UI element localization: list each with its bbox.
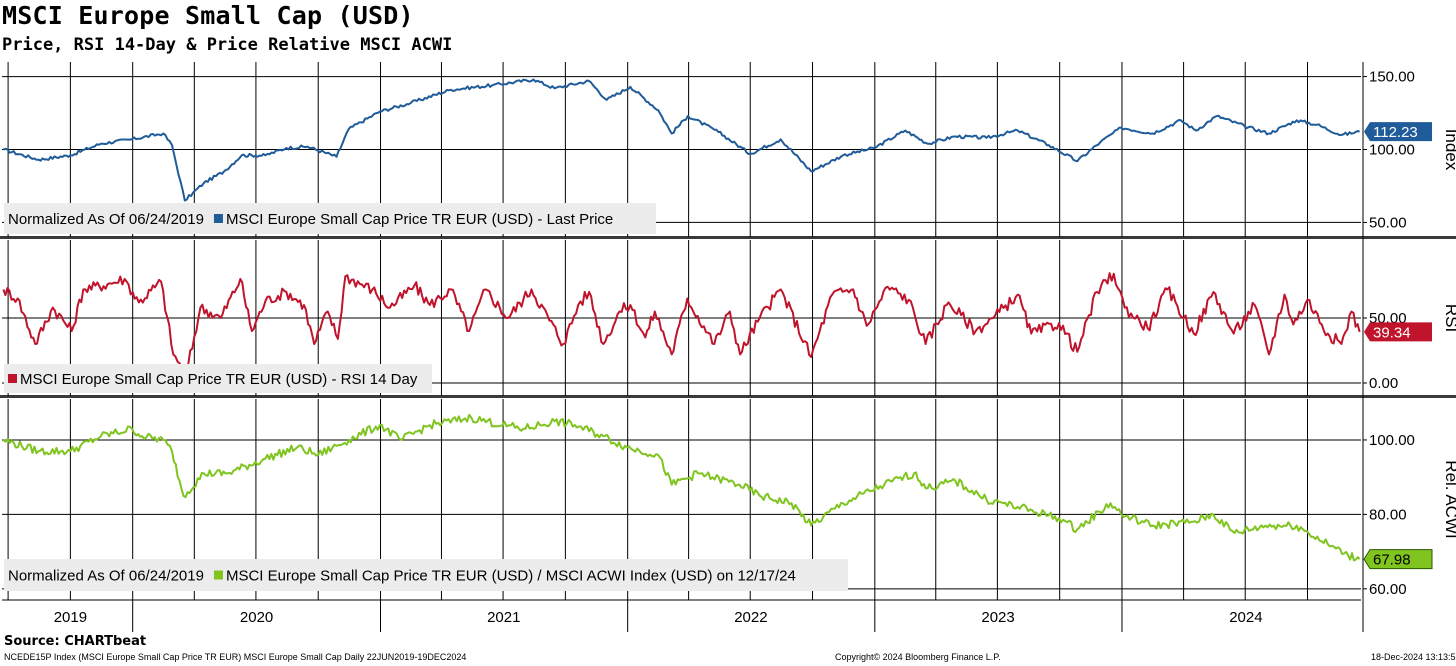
x-tick-label: 2023 <box>981 609 1014 626</box>
x-tick-label: 2022 <box>734 609 767 626</box>
footer-copyright: Copyright© 2024 Bloomberg Finance L.P. <box>835 652 1001 662</box>
y-axis-label: RSI <box>1442 304 1456 332</box>
last-value-label: 67.98 <box>1373 552 1411 569</box>
last-value-tag <box>1363 549 1433 570</box>
legend-prefix: Normalized As Of 06/24/2019 <box>8 568 204 585</box>
legend-prefix: Normalized As Of 06/24/2019 <box>8 211 204 228</box>
last-value-tag <box>1364 122 1432 142</box>
y-axis-label: Index <box>1442 129 1456 171</box>
series-line-price <box>3 78 1360 202</box>
legend-series-name: MSCI Europe Small Cap Price TR EUR (USD)… <box>20 371 418 388</box>
panel-separator <box>0 395 1456 398</box>
x-tick-label: 2020 <box>240 609 273 626</box>
last-value-label: 39.34 <box>1373 324 1411 341</box>
last-value-tag <box>1364 322 1432 342</box>
legend-series-name: MSCI Europe Small Cap Price TR EUR (USD)… <box>226 211 613 228</box>
legend-box <box>4 364 432 393</box>
y-tick-label: 100.00 <box>1369 142 1415 159</box>
footer-timestamp: 18-Dec-2024 13:13:53 <box>1371 652 1456 662</box>
y-tick-label: 100.00 <box>1369 432 1415 449</box>
y-tick-label: 80.00 <box>1369 506 1407 523</box>
x-tick-label: 2021 <box>487 609 520 626</box>
y-tick-label: 0.00 <box>1369 375 1398 392</box>
legend-swatch <box>213 214 223 223</box>
legend-box <box>4 203 656 234</box>
y-axis-label: Rel. ACWI <box>1442 460 1456 538</box>
chart-subtitle: Price, RSI 14-Day & Price Relative MSCI … <box>2 35 453 55</box>
y-tick-label: 60.00 <box>1369 581 1407 598</box>
legend-series-name: MSCI Europe Small Cap Price TR EUR (USD)… <box>226 568 796 585</box>
footer-ticker-line: NCEDE15P Index (MSCI Europe Small Cap Pr… <box>4 652 467 662</box>
legend-swatch <box>213 570 223 580</box>
x-tick-label: 2019 <box>54 609 87 626</box>
last-value-label: 112.23 <box>1373 124 1418 141</box>
y-tick-label: 50.00 <box>1369 214 1407 231</box>
legend-box <box>4 559 848 591</box>
panel-separator <box>0 236 1456 239</box>
footer-source: Source: CHARTbeat <box>4 634 147 649</box>
legend-swatch <box>8 374 17 383</box>
series-line-relative <box>2 413 1361 562</box>
series-line-rsi <box>2 272 1361 377</box>
chart-title: MSCI Europe Small Cap (USD) <box>2 1 414 30</box>
x-tick-label: 2024 <box>1229 609 1262 626</box>
y-tick-label: 150.00 <box>1369 69 1415 86</box>
